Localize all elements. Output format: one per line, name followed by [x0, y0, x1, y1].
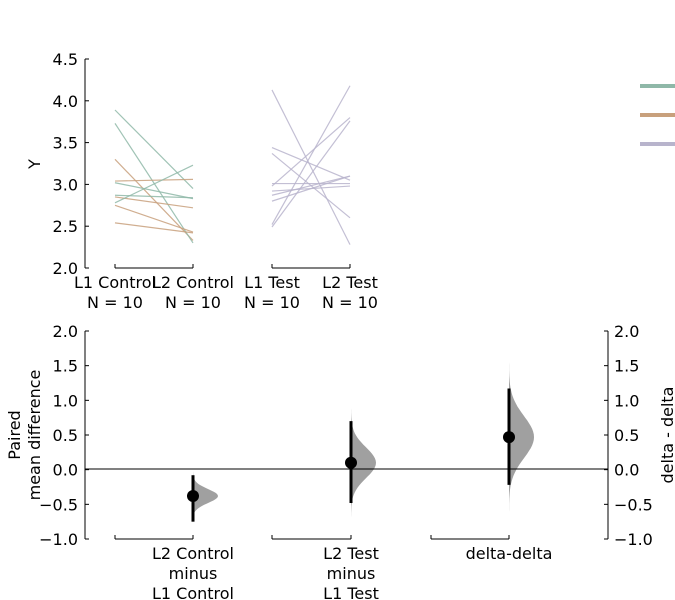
effect-size-marks [187, 388, 515, 522]
delta-y-axis-label-line: Paired [5, 410, 24, 459]
paired-observation-line [271, 147, 351, 181]
raw-y-tick-label: 4.5 [53, 50, 78, 69]
mean-difference-point [187, 490, 199, 503]
delta-y-axis-label-line: mean difference [25, 370, 44, 501]
delta-x-tick-label-line: L1 Control [152, 584, 234, 600]
mean-difference-point [503, 431, 515, 444]
delta-delta-y-ticks: −1.0 −0.5 0.0 0.5 1.0 1.5 2.0 [604, 322, 653, 549]
paired-observation-line [114, 182, 194, 200]
paired-observation-line [114, 196, 194, 209]
delta-x-tick-label: L2 Control minus L1 Control [152, 544, 234, 600]
delta-y-tick-label: 1.5 [53, 357, 78, 376]
delta-y-ticks: −1.0 −0.5 0.0 0.5 1.0 1.5 2.0 [39, 322, 89, 549]
paired-observation-line [114, 194, 194, 199]
raw-x-n-label: N = 10 [322, 293, 378, 312]
bootstrap-distribution [351, 389, 376, 527]
bootstrap-distribution [193, 461, 218, 527]
paired-observation-line [114, 164, 194, 204]
delta-y-tick-label: −0.5 [39, 495, 78, 514]
delta-delta-tick-label: 0.0 [614, 461, 639, 480]
delta-delta-tick-label: 1.5 [614, 357, 639, 376]
raw-y-tick-label: 2.5 [53, 217, 78, 236]
paired-observation-line [114, 109, 194, 190]
bootstrap-distribution [509, 348, 534, 515]
paired-observation-line [114, 178, 194, 182]
paired-observation-line [271, 85, 351, 225]
raw-y-axis-label: Y [25, 159, 44, 170]
raw-x-n-label: N = 10 [165, 293, 221, 312]
paired-observation-line [271, 117, 351, 187]
raw-x-tick-label: L2 Test [322, 273, 378, 292]
delta-x-tick-label-line: L2 Test [323, 544, 379, 563]
paired-observation-line [114, 123, 194, 244]
raw-y-tick-label: 2.0 [53, 259, 78, 278]
delta-x-tick-label-line: minus [327, 564, 376, 583]
raw-y-tick-label: 3.5 [53, 134, 78, 153]
delta-x-tick-label-line: L2 Control [152, 544, 234, 563]
delta-y-tick-label: 0.5 [53, 426, 78, 445]
paired-observation-line [114, 204, 194, 233]
delta-x-tick-label-line: L1 Test [323, 584, 379, 600]
delta-y-tick-label: 2.0 [53, 322, 78, 341]
legend [640, 84, 675, 146]
raw-x-tick-label: L2 Control [152, 273, 234, 292]
raw-y-ticks: 2.0 2.5 3.0 3.5 4.0 4.5 [53, 50, 89, 278]
delta-delta-axis-label: delta - delta [658, 387, 675, 484]
delta-delta-tick-label: 1.0 [614, 391, 639, 410]
raw-x-n-label: N = 10 [87, 293, 143, 312]
delta-x-tick-label: L2 Test minus L1 Test [323, 544, 379, 600]
raw-x-tick-label: L1 Test [244, 273, 300, 292]
delta-y-tick-label: 0.0 [53, 461, 78, 480]
raw-y-tick-label: 3.0 [53, 175, 78, 194]
delta-x-tick-label: delta-delta [466, 544, 553, 563]
delta-x-tick-label-line: minus [169, 564, 218, 583]
paired-observation-line [271, 120, 351, 228]
paired-observation-line [271, 175, 351, 196]
effect-size-panel: −1.0 −0.5 0.0 0.5 1.0 1.5 2.0 −1.0 −0.5 0.0 0.5 1.… [5, 322, 675, 600]
delta-y-tick-label: −1.0 [39, 530, 78, 549]
delta-delta-tick-label: 0.5 [614, 426, 639, 445]
mean-difference-point [345, 456, 357, 469]
delta-delta-tick-label: −1.0 [614, 530, 653, 549]
paired-observation-line [114, 222, 194, 234]
raw-x-n-label: N = 10 [244, 293, 300, 312]
raw-y-tick-label: 4.0 [53, 92, 78, 111]
delta-x-tick-label-line: delta-delta [466, 544, 553, 563]
paired-lines [114, 85, 351, 245]
delta-delta-tick-label: 2.0 [614, 322, 639, 341]
delta-delta-tick-label: −0.5 [614, 495, 653, 514]
delta-y-tick-label: 1.0 [53, 391, 78, 410]
raw-x-tick-label: L1 Control [74, 273, 156, 292]
paired-observation-line [271, 175, 351, 202]
delta-y-axis-label: Pairedmean difference [5, 370, 44, 501]
paired-observation-line [271, 89, 351, 245]
bootstrap-distributions [193, 348, 534, 527]
paired-observation-line [114, 158, 194, 241]
